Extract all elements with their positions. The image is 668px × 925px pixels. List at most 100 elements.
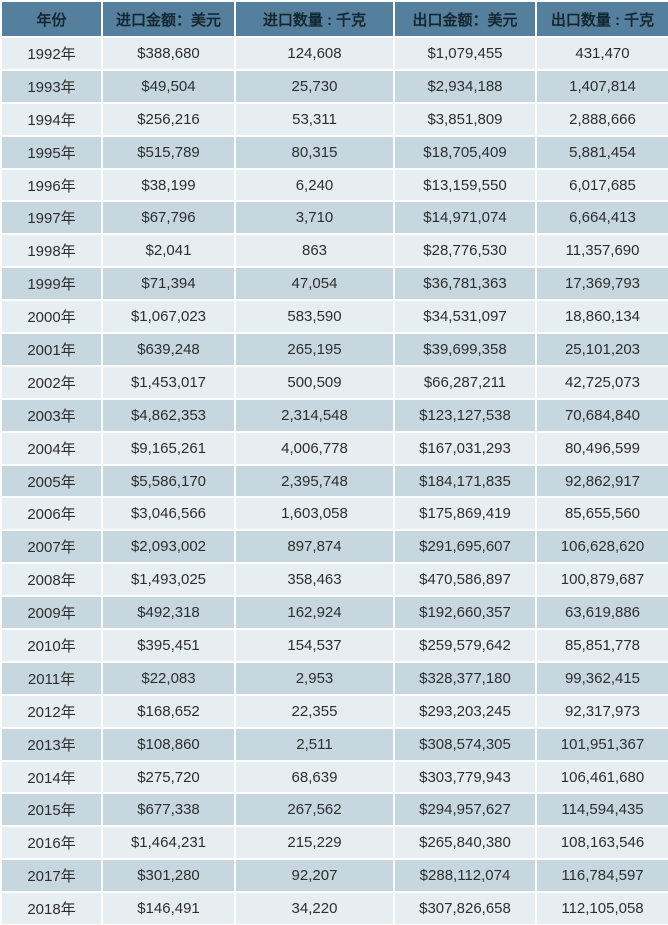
table-cell: $303,779,943	[393, 759, 537, 795]
table-row: 1998年 $2,041 863 $28,776,530 11,357,690	[0, 233, 668, 269]
table-cell: $67,796	[101, 200, 236, 236]
table-cell: 18,860,134	[535, 299, 668, 335]
table-cell: 215,229	[234, 825, 395, 861]
table-row: 2009年 $492,318 162,924 $192,660,357 63,619,8…	[0, 595, 668, 631]
table-cell: 1993年	[0, 68, 103, 104]
table-cell: 6,240	[234, 167, 395, 203]
table-cell: 2001年	[0, 332, 103, 367]
table-cell: 2,511	[234, 726, 395, 762]
table-cell: 2015年	[0, 792, 103, 828]
table-row: 2008年 $1,493,025 358,463 $470,586,897 100,87…	[0, 562, 668, 598]
table-cell: 85,851,778	[535, 628, 668, 663]
table-cell: 2,314,548	[234, 397, 395, 433]
table-cell: 897,874	[234, 529, 395, 565]
table-cell: 1994年	[0, 101, 103, 137]
table-cell: 431,470	[535, 36, 668, 71]
table-cell: 358,463	[234, 562, 395, 598]
table-cell: 1999年	[0, 266, 103, 302]
table-cell: 2006年	[0, 496, 103, 532]
table-cell: $492,318	[101, 595, 236, 631]
table-cell: $677,338	[101, 792, 236, 828]
table-cell: $14,971,074	[393, 200, 537, 236]
table-cell: 53,311	[234, 101, 395, 137]
table-row: 2010年 $395,451 154,537 $259,579,642 85,851,7…	[0, 628, 668, 663]
table-cell: 265,195	[234, 332, 395, 367]
table-row: 2013年 $108,860 2,511 $308,574,305 101,951,36…	[0, 726, 668, 762]
table-cell: 1,407,814	[535, 68, 668, 104]
table-cell: 92,207	[234, 858, 395, 894]
table-cell: $293,203,245	[393, 693, 537, 729]
table-cell: 22,355	[234, 693, 395, 729]
table-cell: $22,083	[101, 660, 236, 696]
header-year: 年份	[0, 0, 103, 38]
table-cell: $36,781,363	[393, 266, 537, 302]
table-cell: $395,451	[101, 628, 236, 663]
table-row: 1993年 $49,504 25,730 $2,934,188 1,407,814	[0, 68, 668, 104]
table-cell: 267,562	[234, 792, 395, 828]
table-cell: 6,017,685	[535, 167, 668, 203]
table-cell: $9,165,261	[101, 430, 236, 466]
table-cell: 2013年	[0, 726, 103, 762]
table-cell: 2008年	[0, 562, 103, 598]
table-cell: $167,031,293	[393, 430, 537, 466]
table-cell: 99,362,415	[535, 660, 668, 696]
table-row: 2004年 $9,165,261 4,006,778 $167,031,293 80,4…	[0, 430, 668, 466]
table-cell: 1,603,058	[234, 496, 395, 532]
header-import-amount: 进口金额：美元	[101, 0, 236, 38]
table-cell: $13,159,550	[393, 167, 537, 203]
table-cell: 11,357,690	[535, 233, 668, 269]
table-row: 2011年 $22,083 2,953 $328,377,180 99,362,415	[0, 660, 668, 696]
table-row: 1997年 $67,796 3,710 $14,971,074 6,664,413	[0, 200, 668, 236]
table-cell: 2016年	[0, 825, 103, 861]
table-cell: 2004年	[0, 430, 103, 466]
table-cell: 2002年	[0, 364, 103, 400]
table-cell: 2005年	[0, 463, 103, 499]
table-cell: $388,680	[101, 36, 236, 71]
table-cell: 85,655,560	[535, 496, 668, 532]
table-cell: 92,317,973	[535, 693, 668, 729]
table-cell: $28,776,530	[393, 233, 537, 269]
table-row: 2000年 $1,067,023 583,590 $34,531,097 18,860,…	[0, 299, 668, 335]
table-cell: 162,924	[234, 595, 395, 631]
table-row: 2017年 $301,280 92,207 $288,112,074 116,784,5…	[0, 858, 668, 894]
table-cell: $259,579,642	[393, 628, 537, 663]
table-cell: $66,287,211	[393, 364, 537, 400]
table-row: 2002年 $1,453,017 500,509 $66,287,211 42,725,…	[0, 364, 668, 400]
table-cell: $71,394	[101, 266, 236, 302]
header-export-quantity: 出口数量 : 千克	[535, 0, 668, 38]
table-cell: 2003年	[0, 397, 103, 433]
table-row: 2014年 $275,720 68,639 $303,779,943 106,461,6…	[0, 759, 668, 795]
table-cell: 2,888,666	[535, 101, 668, 137]
table-cell: $1,453,017	[101, 364, 236, 400]
table-cell: 2012年	[0, 693, 103, 729]
table-cell: 63,619,886	[535, 595, 668, 631]
table-cell: 154,537	[234, 628, 395, 663]
table-cell: 5,881,454	[535, 134, 668, 170]
table-cell: 2,953	[234, 660, 395, 696]
table-cell: $3,851,809	[393, 101, 537, 137]
table-cell: 2014年	[0, 759, 103, 795]
table-cell: 114,594,435	[535, 792, 668, 828]
table-cell: $123,127,538	[393, 397, 537, 433]
table-cell: 2017年	[0, 858, 103, 894]
table-cell: $515,789	[101, 134, 236, 170]
table-cell: $308,574,305	[393, 726, 537, 762]
table-cell: 100,879,687	[535, 562, 668, 598]
table-cell: $1,079,455	[393, 36, 537, 71]
table-cell: $146,491	[101, 891, 236, 925]
header-export-amount: 出口金额：美元	[393, 0, 537, 38]
table-cell: $18,705,409	[393, 134, 537, 170]
table-cell: $3,046,566	[101, 496, 236, 532]
table-cell: 6,664,413	[535, 200, 668, 236]
table-cell: $470,586,897	[393, 562, 537, 598]
table-cell: $39,699,358	[393, 332, 537, 367]
table-row: 1994年 $256,216 53,311 $3,851,809 2,888,666	[0, 101, 668, 137]
table-cell: 68,639	[234, 759, 395, 795]
table-cell: 2007年	[0, 529, 103, 565]
header-import-quantity: 进口数量 : 千克	[234, 0, 395, 38]
table-row: 2016年 $1,464,231 215,229 $265,840,380 108,16…	[0, 825, 668, 861]
table-cell: 1996年	[0, 167, 103, 203]
table-cell: $328,377,180	[393, 660, 537, 696]
table-row: 2012年 $168,652 22,355 $293,203,245 92,317,97…	[0, 693, 668, 729]
